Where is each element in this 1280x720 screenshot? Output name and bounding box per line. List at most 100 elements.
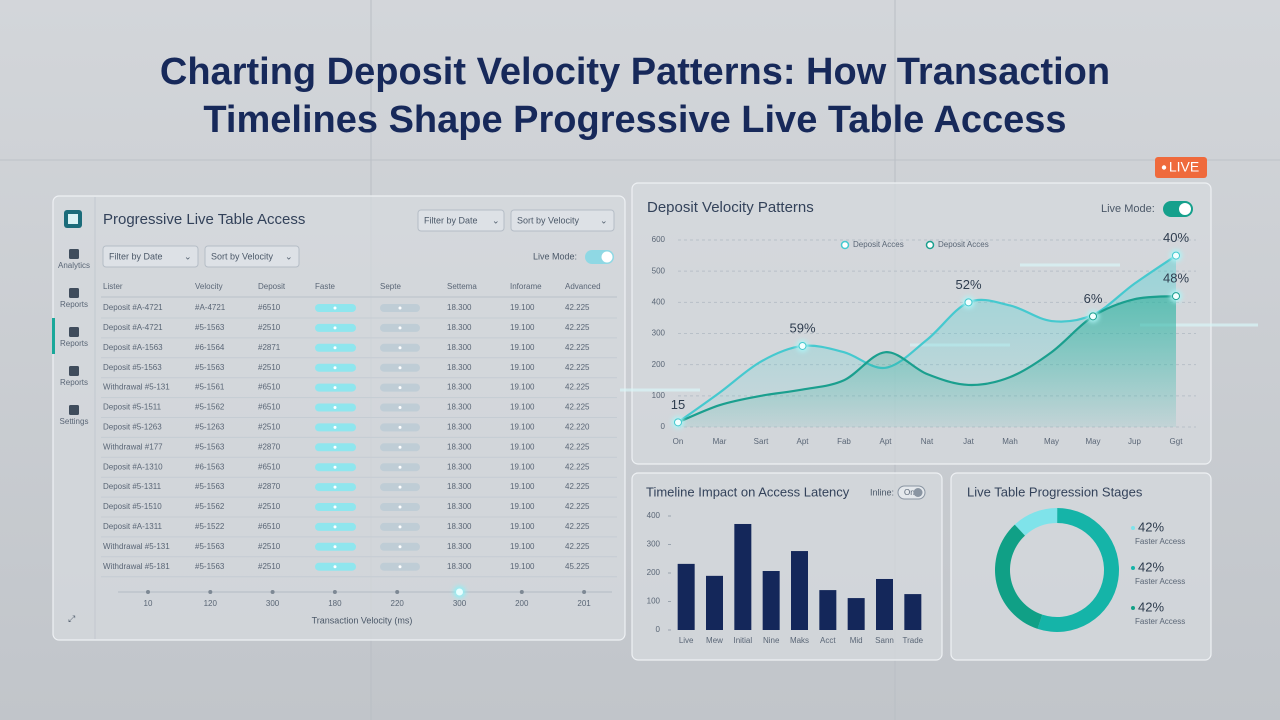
chart-title: Timeline Impact on Access Latency — [646, 484, 850, 499]
x-tick-label: Maks — [790, 636, 809, 645]
sidebar-label[interactable]: Analytics — [58, 261, 90, 270]
slider-tick-label[interactable]: 120 — [204, 599, 218, 608]
x-tick-label: Ggt — [1170, 437, 1184, 446]
slider-tick-label[interactable]: 10 — [144, 599, 153, 608]
x-tick-label: Sann — [875, 636, 894, 645]
slider[interactable]: 10 120 300 180 220 300 200 201 — [144, 586, 592, 608]
pill-dot — [333, 505, 337, 509]
expand-icon[interactable]: ⤢ — [67, 613, 75, 623]
column-header: Faste — [315, 282, 336, 291]
column-header: Settema — [447, 282, 477, 291]
table-cell: 19.100 — [510, 343, 535, 352]
toggle[interactable]: On — [897, 485, 926, 500]
annotation: 59% — [789, 320, 815, 335]
table-cell: 19.100 — [510, 502, 535, 511]
legend-subtitle: Faster Access — [1135, 617, 1185, 626]
slider-tick-label[interactable]: 201 — [577, 599, 591, 608]
slider-stop[interactable] — [395, 590, 400, 594]
slider-stop[interactable] — [146, 590, 150, 594]
table-cell: 19.100 — [510, 423, 535, 432]
table-cell: 18.300 — [447, 562, 472, 571]
table-cell: 42.225 — [565, 522, 590, 531]
annotation: 52% — [955, 277, 981, 292]
select-caret[interactable]: ⌄ — [184, 251, 192, 261]
select-label[interactable]: Filter by Date — [424, 215, 478, 225]
slider-stop[interactable] — [332, 590, 337, 594]
select-box[interactable] — [417, 209, 505, 232]
table-cell: Deposit #A-4721 — [103, 323, 163, 332]
y-tick-label: 100 — [647, 597, 661, 606]
column-header: Velocity — [195, 282, 223, 291]
slider-tick-label[interactable]: 220 — [391, 599, 405, 608]
sidebar-icon[interactable] — [69, 327, 79, 337]
table-cell: Deposit #A-1311 — [103, 522, 163, 531]
select-caret[interactable]: ⌄ — [492, 215, 500, 225]
select[interactable]: Sort by Velocity ⌄ — [204, 245, 300, 268]
slider-stop[interactable] — [582, 590, 587, 594]
select-label[interactable]: Sort by Velocity — [517, 215, 580, 225]
data-point — [1089, 312, 1097, 321]
slider-tick-label[interactable]: 300 — [266, 599, 280, 608]
select-box[interactable] — [204, 245, 300, 268]
pill-dot — [333, 425, 337, 429]
slider-stop[interactable] — [270, 590, 275, 594]
live-mode-label: Live Mode: — [533, 251, 577, 261]
bar — [706, 575, 723, 630]
pill-dot — [333, 306, 337, 310]
slider-stop[interactable] — [208, 590, 213, 594]
table-cell: #2510 — [258, 562, 281, 571]
bar — [847, 598, 865, 630]
table-cell: Deposit #A-1310 — [103, 462, 163, 471]
select-label[interactable]: Sort by Velocity — [211, 251, 274, 261]
toggle-state[interactable]: On — [904, 488, 915, 497]
select[interactable]: Filter by Date ⌄ — [102, 245, 199, 268]
table-cell: 19.100 — [510, 363, 535, 372]
select[interactable]: Sort by Velocity ⌄ — [510, 209, 615, 232]
toggle-knob[interactable] — [601, 251, 613, 263]
table-cell: 18.300 — [447, 482, 472, 491]
sidebar-icon[interactable] — [69, 249, 79, 259]
select-caret[interactable]: ⌄ — [600, 215, 608, 225]
table-cell: 19.100 — [510, 482, 535, 491]
sidebar-icon[interactable] — [69, 405, 79, 415]
sidebar-icon[interactable] — [69, 366, 79, 376]
x-tick-label: Sart — [754, 437, 769, 446]
y-tick-label: 200 — [647, 568, 661, 577]
legend-title: 42% — [1138, 559, 1164, 574]
annotation: 15 — [671, 397, 685, 412]
toggle[interactable] — [1163, 201, 1193, 217]
table-cell: #6510 — [258, 383, 281, 392]
sidebar-icon[interactable] — [69, 288, 79, 298]
slider-stop[interactable] — [456, 588, 463, 596]
column-header: Inforame — [510, 282, 542, 291]
toggle-knob[interactable] — [1179, 203, 1191, 215]
select[interactable]: Filter by Date ⌄ — [417, 209, 505, 232]
select-box[interactable] — [510, 209, 615, 232]
y-tick-label: 300 — [652, 329, 666, 338]
pill-dot — [333, 565, 337, 569]
annotation: 48% — [1163, 271, 1189, 286]
pill-dot — [333, 346, 337, 350]
bar-chart: 0 100 200 300 400 Live Mew Initial Nine Maks Acct M… — [647, 511, 924, 645]
table-cell: Withdrawal #177 — [103, 442, 163, 451]
data-point — [798, 341, 807, 350]
sidebar-label[interactable]: Reports — [60, 300, 88, 309]
select-label[interactable]: Filter by Date — [109, 251, 163, 261]
table-cell: Deposit #5-1563 — [103, 363, 162, 372]
toggle-knob[interactable] — [913, 488, 923, 497]
pill-dot — [398, 406, 402, 409]
sidebar-label[interactable]: Reports — [60, 339, 88, 348]
sidebar-label[interactable]: Settings — [60, 417, 89, 426]
select-caret[interactable]: ⌄ — [285, 251, 293, 261]
slider-stop[interactable] — [519, 590, 524, 594]
sidebar-label[interactable]: Reports — [60, 378, 88, 387]
toggle[interactable] — [585, 250, 614, 264]
select-box[interactable] — [102, 245, 199, 268]
slider-tick-label[interactable]: 200 — [515, 599, 529, 608]
slider-tick-label[interactable]: 300 — [453, 599, 467, 608]
table-cell: Deposit #A-4721 — [103, 303, 163, 312]
slider-tick-label[interactable]: 180 — [328, 599, 342, 608]
panel-title: Progressive Live Table Access — [103, 211, 305, 228]
table-cell: #5-1561 — [195, 383, 225, 392]
pill-dot — [398, 326, 402, 330]
